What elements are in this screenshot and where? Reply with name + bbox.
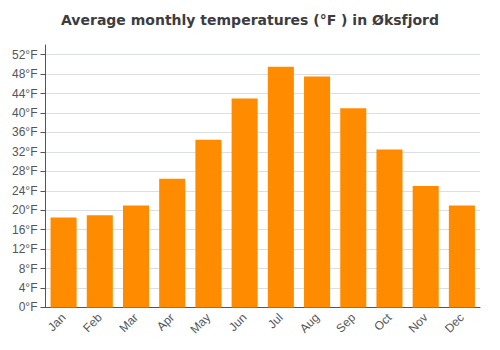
svg-text:Jan: Jan [45, 311, 69, 335]
svg-text:44°F: 44°F [12, 87, 37, 101]
svg-text:Aug: Aug [297, 311, 322, 336]
svg-text:May: May [187, 311, 213, 337]
svg-text:8°F: 8°F [19, 262, 38, 276]
svg-text:Oct: Oct [371, 310, 395, 334]
svg-text:36°F: 36°F [12, 125, 37, 139]
svg-text:Sep: Sep [333, 310, 358, 335]
svg-text:16°F: 16°F [12, 223, 37, 237]
svg-text:Jun: Jun [226, 311, 250, 335]
svg-text:52°F: 52°F [12, 48, 37, 62]
svg-text:24°F: 24°F [12, 184, 37, 198]
svg-text:48°F: 48°F [12, 67, 37, 81]
svg-text:Feb: Feb [80, 310, 105, 335]
svg-text:Mar: Mar [116, 311, 141, 335]
svg-text:Dec: Dec [442, 311, 467, 336]
svg-text:40°F: 40°F [12, 106, 37, 120]
svg-text:20°F: 20°F [12, 203, 37, 217]
svg-text:Apr: Apr [154, 311, 177, 334]
svg-text:28°F: 28°F [12, 164, 37, 178]
svg-text:Nov: Nov [406, 311, 431, 336]
svg-text:4°F: 4°F [19, 281, 38, 295]
svg-text:12°F: 12°F [12, 242, 37, 256]
svg-text:0°F: 0°F [19, 300, 38, 314]
svg-text:Jul: Jul [265, 311, 286, 332]
svg-text:32°F: 32°F [12, 145, 37, 159]
svg-text:Average monthly temperatures (: Average monthly temperatures (°F ) in Øk… [61, 12, 439, 28]
